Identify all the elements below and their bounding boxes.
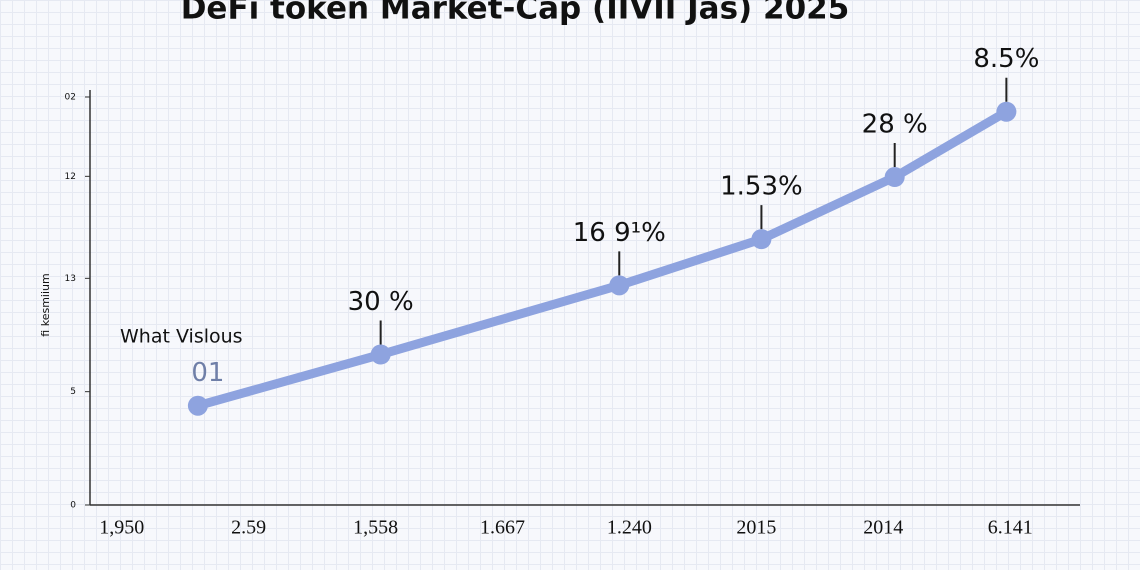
data-point — [187, 395, 208, 416]
annotation: What Vislous — [120, 326, 243, 348]
series-line — [193, 107, 1011, 411]
x-tick-label: 1.240 — [607, 517, 652, 539]
value-label: 1.53% — [720, 172, 803, 202]
value-label: 28 % — [862, 110, 928, 140]
data-point — [884, 167, 905, 188]
y-tick-label: 12 — [65, 172, 76, 182]
value-label: 30 % — [348, 287, 414, 317]
chart-title: DeFi token Market-Cap (IIVII Jas) 2025 — [181, 0, 850, 27]
x-tick-label: 2015 — [736, 517, 776, 539]
x-tick-label: 1,558 — [353, 517, 398, 539]
y-tick-label: 02 — [65, 93, 76, 103]
y-axis-label: fi kesmiium — [39, 273, 52, 336]
data-point — [996, 101, 1017, 122]
value-label: 16 9¹% — [573, 218, 666, 248]
x-tick-label: 6.141 — [988, 517, 1033, 539]
x-tick-label: 1.667 — [480, 517, 525, 539]
value-label: 8.5% — [973, 44, 1039, 74]
data-point — [751, 229, 772, 250]
x-tick-label: 2.59 — [231, 517, 266, 539]
y-tick-label: 13 — [65, 274, 76, 284]
x-tick-label: 1,950 — [99, 517, 144, 539]
x-tick-label: 2014 — [863, 517, 903, 539]
y-tick-label: 0 — [70, 501, 76, 511]
value-label: 01 — [191, 358, 224, 388]
data-point — [370, 344, 391, 365]
y-tick-label: 5 — [70, 387, 76, 397]
data-point — [609, 275, 630, 296]
